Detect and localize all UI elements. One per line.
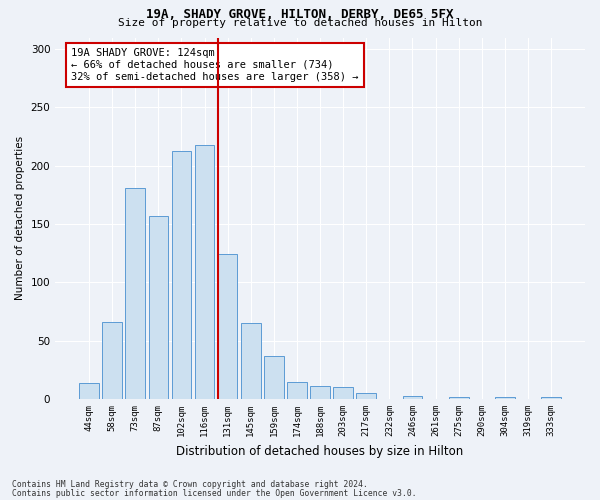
Bar: [449, 396, 469, 399]
Bar: [356, 393, 376, 399]
Bar: [403, 396, 422, 399]
Bar: [310, 386, 330, 399]
X-axis label: Distribution of detached houses by size in Hilton: Distribution of detached houses by size …: [176, 444, 464, 458]
Bar: [218, 254, 238, 399]
Text: 19A SHADY GROVE: 124sqm
← 66% of detached houses are smaller (734)
32% of semi-d: 19A SHADY GROVE: 124sqm ← 66% of detache…: [71, 48, 359, 82]
Bar: [125, 188, 145, 399]
Bar: [334, 388, 353, 399]
Bar: [287, 382, 307, 399]
Bar: [264, 356, 284, 399]
Bar: [195, 145, 214, 399]
Text: Contains public sector information licensed under the Open Government Licence v3: Contains public sector information licen…: [12, 488, 416, 498]
Text: Contains HM Land Registry data © Crown copyright and database right 2024.: Contains HM Land Registry data © Crown c…: [12, 480, 368, 489]
Bar: [103, 322, 122, 399]
Bar: [149, 216, 168, 399]
Text: 19A, SHADY GROVE, HILTON, DERBY, DE65 5FX: 19A, SHADY GROVE, HILTON, DERBY, DE65 5F…: [146, 8, 454, 20]
Bar: [79, 382, 99, 399]
Y-axis label: Number of detached properties: Number of detached properties: [15, 136, 25, 300]
Text: Size of property relative to detached houses in Hilton: Size of property relative to detached ho…: [118, 18, 482, 28]
Bar: [241, 323, 260, 399]
Bar: [172, 150, 191, 399]
Bar: [541, 396, 561, 399]
Bar: [495, 396, 515, 399]
